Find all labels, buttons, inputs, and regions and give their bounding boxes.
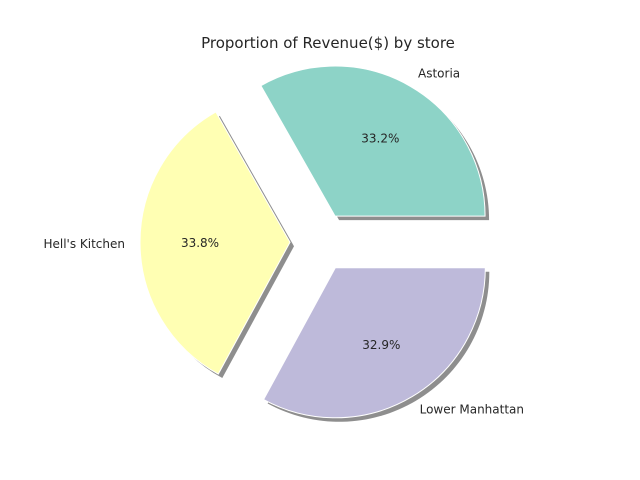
pie-slice-astoria [260,65,486,217]
pie-slice-hell-s-kitchen [139,111,291,375]
pct-label-astoria: 33.2% [361,131,399,145]
chart-title: Proportion of Revenue($) by store [201,34,455,52]
category-label-lower-manhattan: Lower Manhattan [420,403,524,417]
category-label-hell-s-kitchen: Hell's Kitchen [43,237,125,251]
pie-slice-lower-manhattan [262,267,486,419]
category-label-astoria: Astoria [418,66,460,80]
pct-label-hell-s-kitchen: 33.8% [181,236,219,250]
pct-label-lower-manhattan: 32.9% [362,338,400,352]
